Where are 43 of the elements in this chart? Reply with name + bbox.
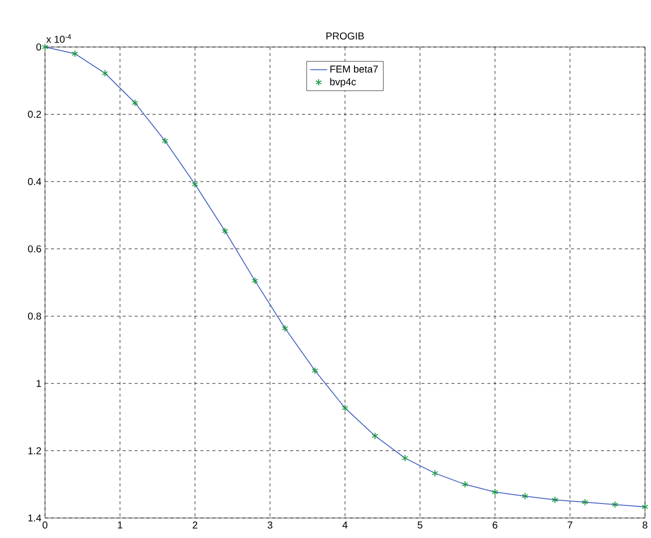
x-tick-label: 1	[118, 522, 122, 528]
point	[612, 500, 618, 508]
point	[222, 227, 228, 235]
x-tick-label: 3	[268, 522, 272, 529]
line-series	[45, 47, 646, 508]
x-tick-label: 5	[418, 522, 422, 528]
y-tick-label: 0	[36, 43, 42, 51]
y-tick-label: 0.6	[28, 245, 42, 252]
point	[342, 404, 348, 412]
point	[42, 43, 48, 51]
point	[372, 432, 378, 440]
x-tick-label: 2	[192, 522, 198, 528]
point	[162, 137, 168, 145]
point	[132, 99, 138, 106]
point	[462, 480, 468, 488]
y-tick-label: 1.4	[28, 514, 42, 522]
y-tick-label: 0.2	[28, 110, 41, 118]
point	[552, 496, 558, 504]
x-tick-label: 4	[342, 522, 348, 528]
text: x 10$^{-4}$	[46, 34, 72, 43]
chart-title: PROGIB	[326, 32, 364, 40]
point	[72, 50, 78, 58]
point	[582, 498, 588, 506]
x-tick-label: 6	[492, 522, 498, 529]
legend-label: bvp4c	[330, 78, 356, 88]
y-tick-label: 1.2	[28, 447, 41, 454]
y-tick-label: 1	[36, 380, 41, 387]
point	[492, 488, 498, 496]
x-tick-label: 7	[568, 522, 572, 528]
y-tick-label: 0.4	[28, 178, 42, 186]
point	[192, 180, 198, 188]
point	[522, 492, 528, 500]
point	[252, 277, 258, 284]
point	[282, 324, 288, 332]
point	[102, 70, 108, 77]
x-tick-label: 0	[42, 522, 48, 529]
point	[312, 367, 318, 374]
point	[432, 470, 438, 477]
point	[642, 503, 648, 511]
y-tick-label: 0.8	[28, 312, 42, 320]
point	[402, 454, 408, 462]
legend-label: FEM beta7	[330, 65, 378, 73]
x-tick-label: 8	[642, 522, 648, 529]
